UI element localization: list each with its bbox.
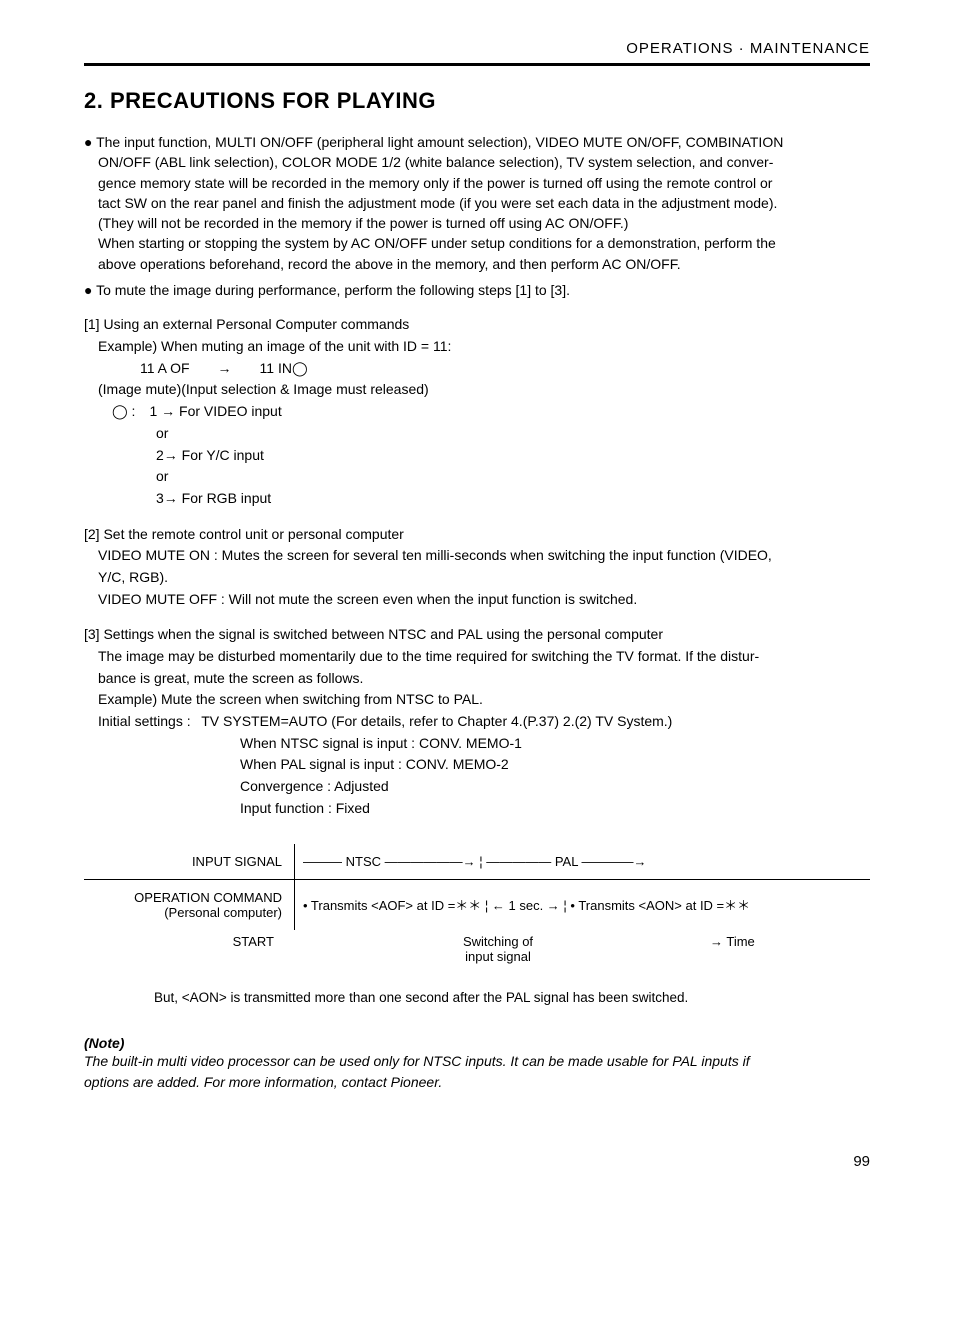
item-3-line: The image may be disturbed momentarily d… — [84, 646, 870, 668]
item-3-head: [3] Settings when the signal is switched… — [84, 624, 870, 646]
item-2: [2] Set the remote control unit or perso… — [84, 524, 870, 611]
item-1-example: Example) When muting an image of the uni… — [84, 336, 870, 358]
page: OPERATIONS · MAINTENANCE 2. PRECAUTIONS … — [42, 0, 912, 1210]
item-2-line: Y/C, RGB). — [84, 567, 870, 589]
diagram-caption-start: START — [84, 934, 286, 964]
diagram-label-command: OPERATION COMMAND (Personal computer) — [84, 879, 295, 930]
diagram-row-input: INPUT SIGNAL ——— NTSC ——————→ ¦ ————— PA… — [84, 844, 870, 880]
item-2-line: VIDEO MUTE ON : Mutes the screen for sev… — [84, 545, 870, 567]
item-1-head: [1] Using an external Personal Computer … — [84, 314, 870, 336]
diagram-label-command-sub: (Personal computer) — [164, 905, 282, 920]
bullet-1-line: gence memory state will be recorded in t… — [84, 173, 870, 193]
item-3-setting: When PAL signal is input : CONV. MEMO-2 — [84, 754, 870, 776]
item-1: [1] Using an external Personal Computer … — [84, 314, 870, 509]
diagram-content-command: • Transmits <AOF> at ID =＊＊ ¦ ← 1 sec. →… — [295, 879, 871, 930]
diagram-caption-switch: Switching of input signal — [286, 934, 710, 964]
page-number: 99 — [84, 1153, 870, 1170]
note-body-line: The built-in multi video processor can b… — [84, 1051, 870, 1072]
diagram-content-input: ——— NTSC ——————→ ¦ ————— PAL ————→ — [295, 844, 871, 880]
diagram-caption-switch-l2: input signal — [465, 949, 531, 964]
diagram-row-command: OPERATION COMMAND (Personal computer) • … — [84, 879, 870, 930]
bullet-1-line: ● The input function, MULTI ON/OFF (peri… — [84, 132, 870, 152]
item-3-setting: Convergence : Adjusted — [84, 776, 870, 798]
item-1-or: or — [84, 423, 870, 445]
item-1-or: or — [84, 466, 870, 488]
diagram-label-command-text: OPERATION COMMAND — [134, 890, 282, 905]
diagram-label-input: INPUT SIGNAL — [84, 844, 295, 880]
item-1-command: 11 A OF → 11 IN◯ — [84, 358, 870, 380]
section-title: 2. PRECAUTIONS FOR PLAYING — [84, 88, 870, 114]
item-3-example: Example) Mute the screen when switching … — [84, 689, 870, 711]
bullet-2: ● To mute the image during performance, … — [84, 280, 870, 300]
item-1-note: (Image mute)(Input selection & Image mus… — [84, 379, 870, 401]
diagram-caption-time: → Time — [710, 934, 870, 964]
note-block: (Note) The built-in multi video processo… — [84, 1035, 870, 1093]
diagram-footnote: But, <AON> is transmitted more than one … — [154, 990, 870, 1005]
item-1-opt2: 2→ For Y/C input — [84, 445, 870, 467]
bullet-1-line: ON/OFF (ABL link selection), COLOR MODE … — [84, 152, 870, 172]
bullet-1-line: tact SW on the rear panel and finish the… — [84, 193, 870, 213]
item-3: [3] Settings when the signal is switched… — [84, 624, 870, 819]
header-rule — [84, 63, 870, 66]
note-body-line: options are added. For more information,… — [84, 1072, 870, 1093]
item-3-setting: Initial settings : TV SYSTEM=AUTO (For d… — [84, 711, 870, 733]
diagram-caption-switch-l1: Switching of — [463, 934, 533, 949]
item-3-setting: When NTSC signal is input : CONV. MEMO-1 — [84, 733, 870, 755]
diagram-table: INPUT SIGNAL ——— NTSC ——————→ ¦ ————— PA… — [84, 844, 870, 930]
bullet-1-line: (They will not be recorded in the memory… — [84, 213, 870, 233]
bullet-1-line: When starting or stopping the system by … — [84, 233, 870, 253]
item-1-opt3: 3→ For RGB input — [84, 488, 870, 510]
item-2-line: VIDEO MUTE OFF : Will not mute the scree… — [84, 589, 870, 611]
timing-diagram: INPUT SIGNAL ——— NTSC ——————→ ¦ ————— PA… — [84, 844, 870, 964]
header-right: OPERATIONS · MAINTENANCE — [84, 40, 870, 57]
bullet-1: ● The input function, MULTI ON/OFF (peri… — [84, 132, 870, 274]
item-2-head: [2] Set the remote control unit or perso… — [84, 524, 870, 546]
note-head: (Note) — [84, 1035, 870, 1051]
item-3-line: bance is great, mute the screen as follo… — [84, 668, 870, 690]
diagram-caption: START Switching of input signal → Time — [84, 934, 870, 964]
item-1-opt-head: ◯ : 1 → For VIDEO input — [84, 401, 870, 423]
bullet-1-line: above operations beforehand, record the … — [84, 254, 870, 274]
item-3-setting: Input function : Fixed — [84, 798, 870, 820]
